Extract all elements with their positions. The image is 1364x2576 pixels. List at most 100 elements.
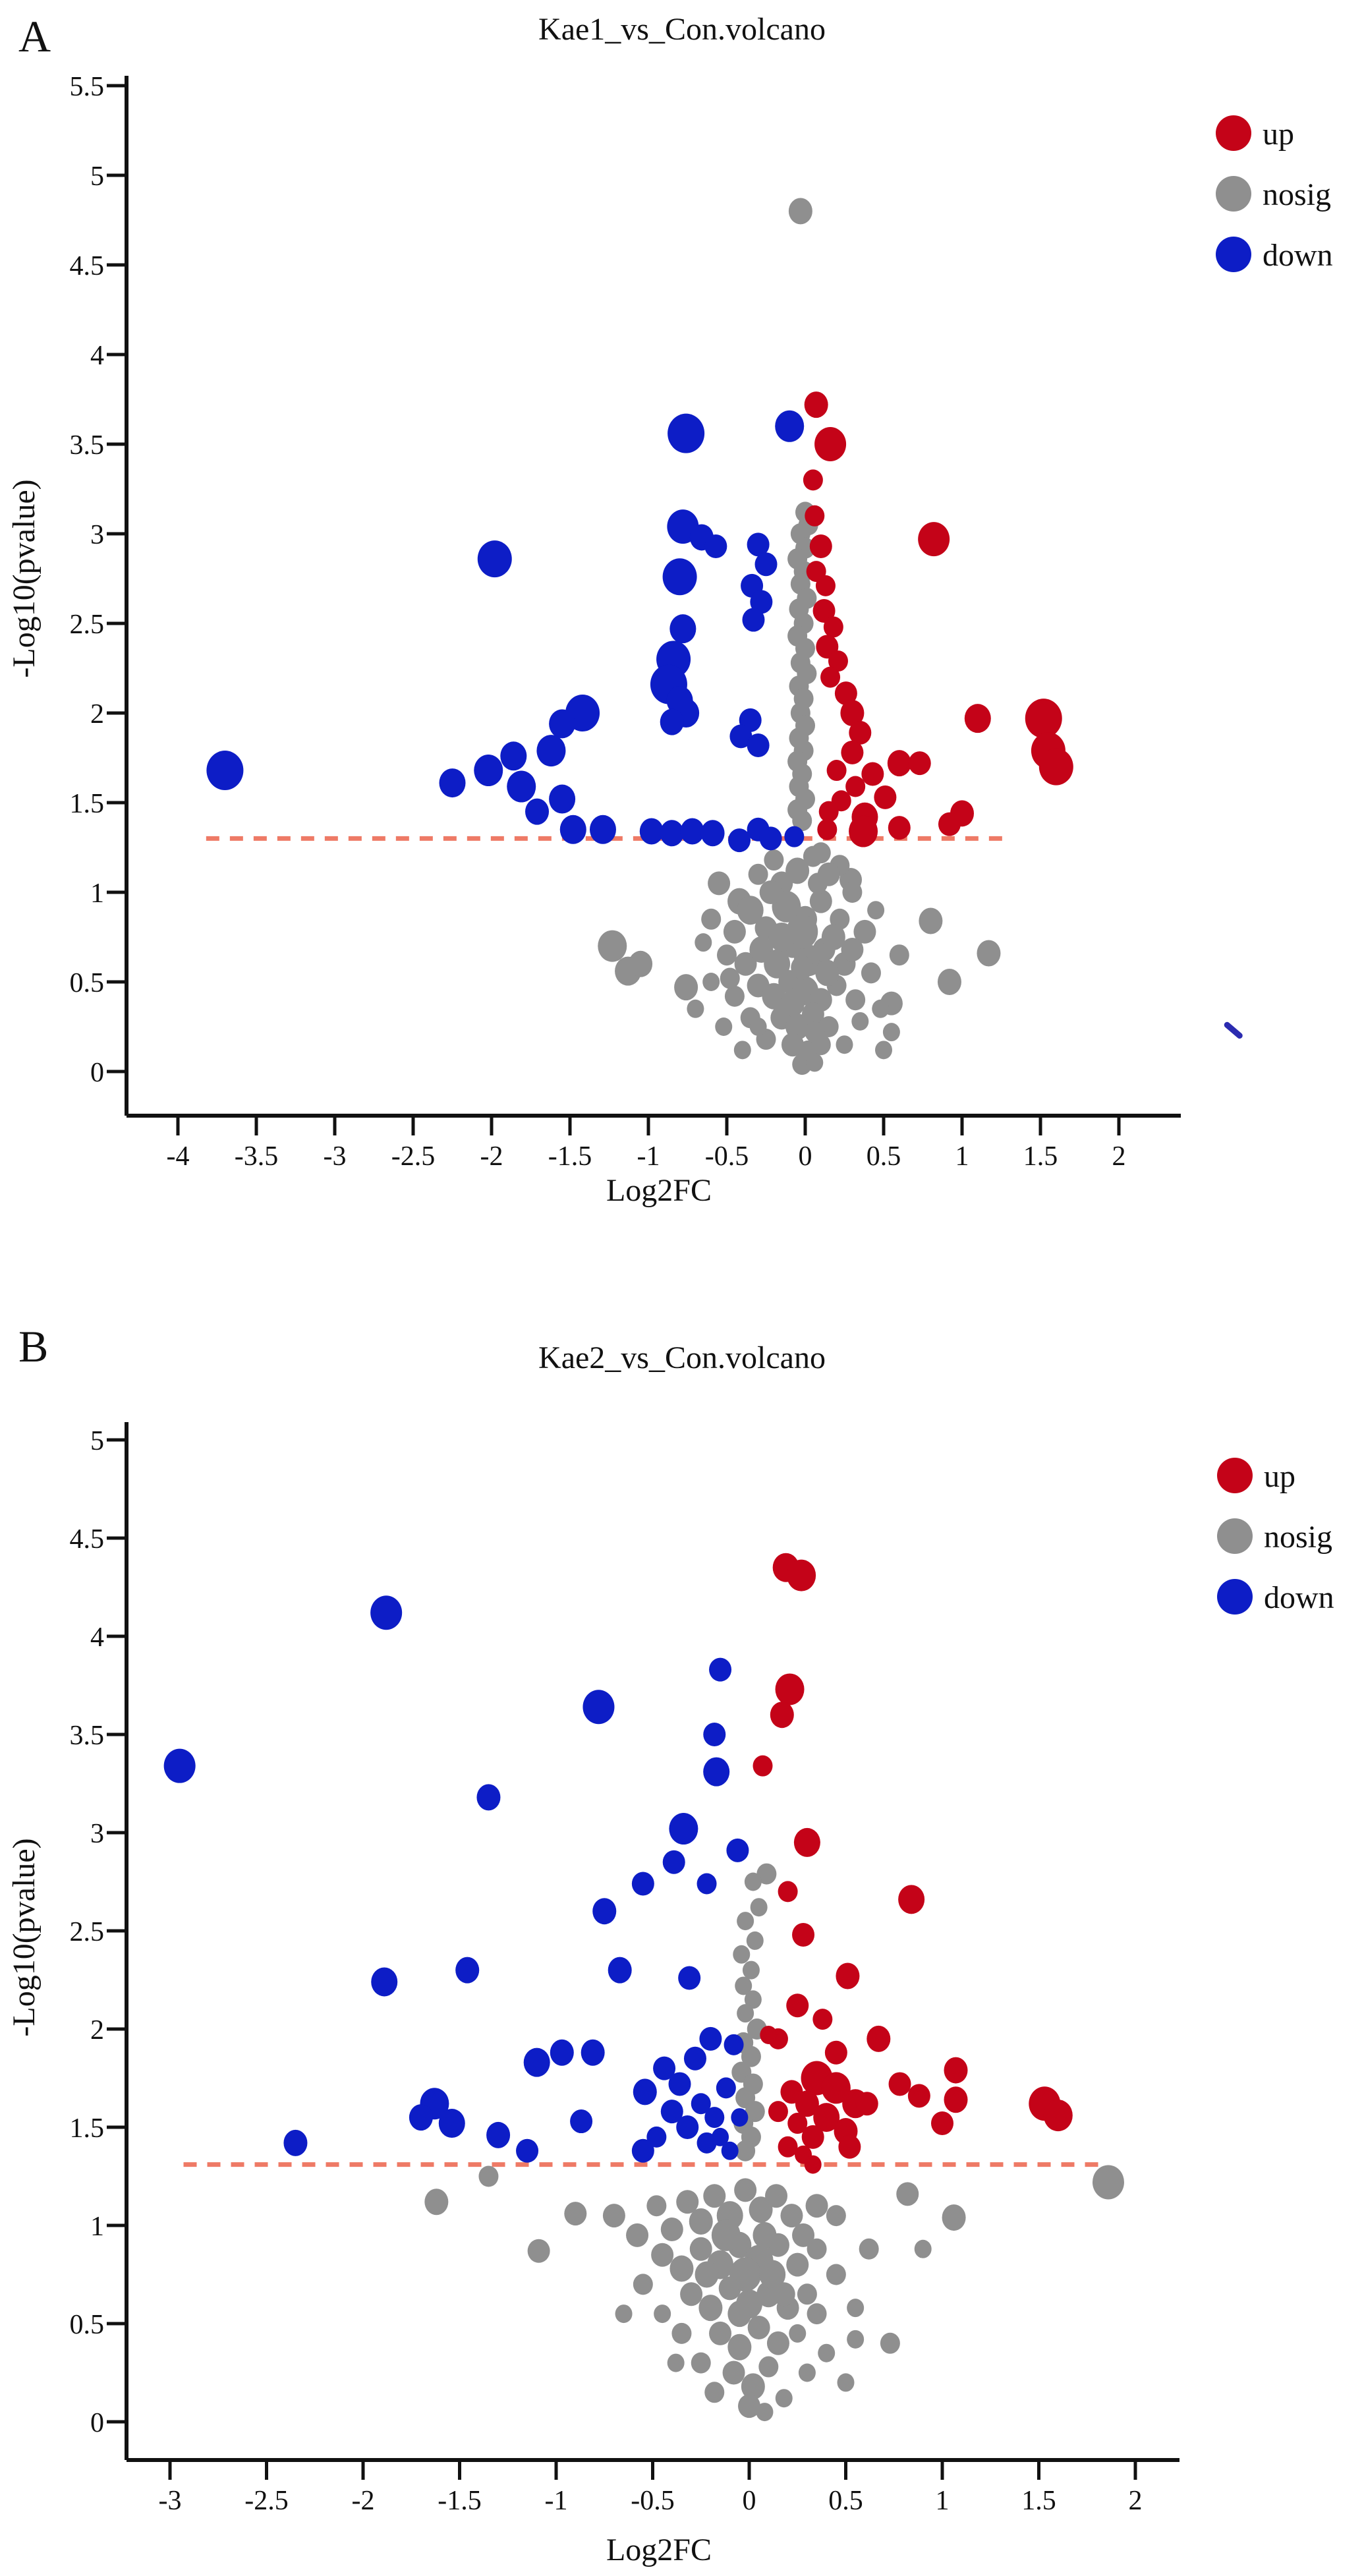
point-up (944, 2086, 968, 2113)
point-up (908, 751, 931, 776)
panel-B-xlabel: Log2FC (606, 2533, 712, 2567)
x-tick-label: 2 (1129, 2486, 1143, 2516)
point-up (818, 801, 839, 822)
point-nosig (808, 873, 828, 894)
x-tick-label: -2.5 (244, 2486, 289, 2516)
point-nosig (845, 989, 866, 1011)
point-up (931, 2111, 953, 2136)
point-down (549, 784, 576, 814)
panel-B-legend-label-nosig: nosig (1264, 1520, 1332, 1555)
point-nosig (792, 2223, 815, 2247)
point-nosig (786, 2252, 809, 2277)
point-nosig (749, 1017, 767, 1036)
x-tick-label: -3.5 (235, 1141, 279, 1172)
panel-B-legend: up nosig down (1217, 1458, 1334, 1615)
point-down (729, 724, 753, 749)
point-up (778, 1881, 798, 1903)
point-up (836, 1962, 860, 1989)
point-down (669, 1813, 698, 1845)
point-nosig (737, 2004, 754, 2023)
y-tick-label: 3.5 (70, 430, 105, 461)
point-nosig (821, 924, 845, 950)
point-nosig (861, 962, 881, 984)
point-up (824, 2040, 847, 2065)
point-up (887, 750, 911, 777)
point-down (742, 608, 765, 632)
y-tick-label: 0.5 (70, 2310, 105, 2340)
panel-letter-B: B (18, 1321, 48, 1371)
point-nosig (734, 952, 757, 976)
point-down (775, 410, 805, 442)
point-down (477, 540, 512, 578)
point-nosig (764, 849, 784, 871)
point-down (653, 2056, 676, 2080)
point-nosig (735, 2140, 756, 2161)
point-nosig (742, 1961, 760, 1980)
point-nosig (756, 1863, 777, 1885)
point-down (583, 1690, 615, 1725)
point-down (680, 818, 704, 845)
point-down (724, 2034, 744, 2055)
x-tick-label: 1.5 (1023, 1141, 1058, 1172)
point-nosig (564, 2202, 587, 2226)
point-down (704, 2107, 725, 2129)
point-down (370, 1595, 403, 1630)
point-nosig (527, 2239, 550, 2263)
y-tick-label: 2 (90, 699, 104, 730)
point-nosig (722, 2361, 745, 2385)
point-nosig (629, 950, 653, 977)
point-nosig (797, 2283, 817, 2305)
point-up (809, 534, 832, 559)
point-nosig (837, 2373, 855, 2392)
point-nosig (687, 999, 704, 1018)
point-nosig (735, 1976, 753, 1995)
point-nosig (859, 2238, 879, 2260)
figure-annotations (1224, 1021, 1243, 1039)
point-down (559, 815, 586, 844)
point-up (845, 776, 866, 797)
point-down (523, 2047, 550, 2077)
point-nosig (708, 871, 731, 896)
point-up (813, 2103, 840, 2132)
point-nosig (695, 933, 712, 952)
y-tick-label: 2 (90, 2015, 104, 2046)
point-up (793, 1827, 820, 1857)
point-down (589, 815, 616, 844)
point-nosig (805, 2194, 828, 2218)
point-nosig (851, 1012, 869, 1031)
point-up (812, 598, 836, 623)
point-nosig (775, 2389, 793, 2408)
panel-A: A Kae1_vs_Con.volcano -Log10(pvalue) Log… (7, 11, 1333, 1208)
point-down (507, 770, 536, 803)
point-nosig (815, 959, 839, 987)
point-nosig (780, 2204, 803, 2228)
point-nosig (889, 944, 909, 966)
y-tick-label: 0 (90, 2408, 104, 2438)
point-up (1038, 748, 1073, 786)
point-up (867, 2025, 891, 2052)
point-up (817, 818, 838, 840)
point-up (964, 704, 991, 733)
point-nosig (741, 2046, 761, 2067)
point-nosig (803, 845, 823, 867)
point-nosig (807, 2303, 827, 2325)
point-down (676, 2115, 699, 2139)
point-down (662, 558, 697, 596)
point-nosig (709, 2321, 732, 2345)
x-tick-label: -4 (167, 1141, 190, 1172)
point-down (728, 828, 751, 853)
point-down (784, 826, 805, 847)
point-down (639, 818, 664, 845)
point-up (849, 720, 872, 745)
point-up (1043, 2100, 1073, 2132)
point-down (439, 768, 466, 798)
point-nosig (689, 2237, 712, 2261)
point-nosig (759, 2260, 786, 2289)
x-tick-label: -0.5 (705, 1141, 749, 1172)
point-nosig (768, 923, 795, 952)
point-down (662, 1850, 685, 1874)
point-nosig (738, 2394, 760, 2419)
point-up (803, 469, 823, 491)
legend-swatch-up-icon (1216, 115, 1251, 151)
